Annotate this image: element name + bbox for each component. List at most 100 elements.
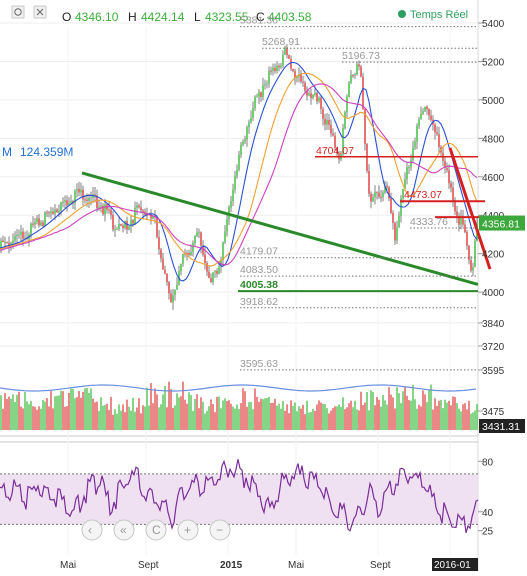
moving-average-line — [0, 61, 478, 282]
candle-body — [316, 92, 318, 102]
time-axis-label: 2016-01 — [434, 560, 471, 571]
candle-body — [450, 183, 452, 188]
candle-body — [36, 218, 38, 223]
candle-body — [240, 144, 242, 155]
candle-body — [154, 215, 156, 217]
volume-bar — [24, 391, 26, 430]
volume-value: 124.359M — [20, 145, 73, 159]
volume-bar — [112, 414, 114, 430]
volume-bar — [388, 387, 390, 430]
candle-body — [466, 232, 468, 246]
trendline[interactable] — [81, 171, 479, 286]
volume-bar — [342, 397, 344, 430]
candle-body — [156, 216, 158, 238]
candle-body — [458, 216, 460, 225]
candle-body — [448, 170, 450, 184]
candle-body — [444, 160, 446, 168]
fullscreen-icon[interactable] — [33, 5, 47, 19]
volume-bar — [470, 413, 472, 430]
candle-body — [472, 267, 474, 271]
volume-bar — [366, 391, 368, 430]
grid — [0, 22, 478, 555]
candle-body — [22, 231, 24, 239]
volume-bar — [82, 391, 84, 430]
volume-bar — [132, 397, 134, 430]
price-level-label: 4179.07 — [240, 246, 278, 258]
volume-bar — [50, 391, 52, 430]
settings-icon[interactable] — [11, 5, 25, 19]
candle-body — [134, 207, 136, 224]
volume-bar — [396, 387, 398, 430]
candle-body — [386, 185, 388, 188]
candle-body — [456, 211, 458, 217]
y-tick-label: 3840 — [482, 319, 505, 330]
zoom-in-button[interactable]: + — [177, 519, 199, 541]
volume-bar — [450, 405, 452, 430]
volume-bar — [78, 391, 80, 430]
candle-body — [104, 204, 106, 215]
volume-bar — [30, 401, 32, 430]
candle-body — [48, 212, 50, 214]
volume-bar — [266, 397, 268, 430]
nav-button-glyph: ‹ — [88, 523, 92, 537]
volume-bar — [302, 404, 304, 430]
volume-bar — [192, 410, 194, 430]
candle-body — [130, 220, 132, 227]
scroll-left-button[interactable]: ‹ — [81, 519, 103, 541]
candle-body — [142, 210, 144, 212]
candle-body — [58, 210, 60, 213]
candle-body — [16, 234, 18, 237]
candle-body — [56, 209, 58, 213]
volume-bar — [62, 391, 64, 430]
volume-bar — [216, 396, 218, 430]
reset-zoom-button[interactable]: C — [145, 519, 167, 541]
volume-bar — [46, 398, 48, 430]
ohlc-high-value: 4424.14 — [141, 10, 185, 24]
volume-bar — [312, 408, 314, 430]
volume-bar — [70, 388, 72, 430]
volume-bar — [188, 392, 190, 430]
volume-bar — [130, 410, 132, 430]
volume-bar — [416, 408, 418, 430]
price-level-label: 3918.62 — [240, 296, 278, 308]
volume-bar — [194, 398, 196, 430]
volume-bar — [106, 403, 108, 430]
volume-bar — [254, 388, 256, 430]
volume-bar — [4, 393, 6, 430]
volume-bar — [68, 392, 70, 430]
scroll-left-fast-button[interactable]: « — [113, 519, 135, 541]
time-axis: Mai Sept 2015 Mai Sept 2016-01 — [60, 558, 478, 571]
volume-bar — [218, 396, 220, 430]
volume-bar — [432, 409, 434, 430]
candle-body — [356, 64, 358, 75]
volume-bar — [252, 409, 254, 430]
volume-bar — [160, 404, 162, 430]
candle-body — [404, 178, 406, 189]
volume-bar — [180, 396, 182, 430]
volume-bar — [164, 385, 166, 430]
volume-bar — [344, 409, 346, 430]
volume-bar — [420, 406, 422, 430]
zoom-out-button[interactable]: − — [209, 519, 231, 541]
price-level-labels: 5381.36 5268.91 5196.73 4704.07 4473.07 4333.… — [240, 15, 478, 371]
volume-bar — [408, 400, 410, 430]
trendline[interactable] — [448, 147, 492, 270]
candle-body — [168, 282, 170, 294]
volume-bar — [222, 400, 224, 430]
volume-bar — [380, 406, 382, 430]
candle-body — [126, 220, 128, 230]
volume-bar — [52, 408, 54, 430]
candle-body — [88, 197, 90, 201]
price-level-label: 4473.07 — [404, 189, 442, 201]
candle-body — [76, 188, 78, 191]
candle-body — [292, 68, 294, 72]
candle-body — [188, 253, 190, 255]
volume-bar — [258, 401, 260, 430]
candle-body — [190, 251, 192, 255]
volume-bar — [386, 404, 388, 430]
price-level-label: 3595.63 — [240, 358, 278, 370]
volume-bar — [446, 402, 448, 430]
candle-body — [222, 242, 224, 261]
